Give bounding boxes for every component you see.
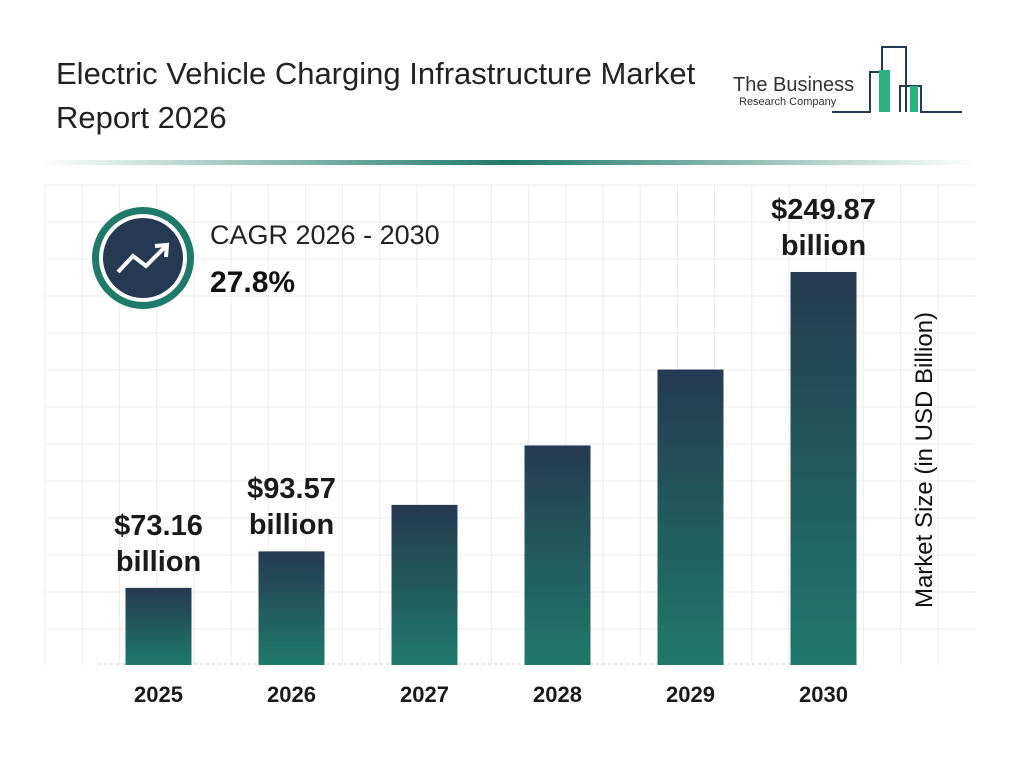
x-tick-label: 2025 bbox=[134, 682, 183, 707]
bar bbox=[790, 271, 857, 665]
y-axis-label: Market Size (in USD Billion) bbox=[911, 311, 938, 609]
bar bbox=[524, 445, 591, 665]
bar bbox=[391, 504, 458, 665]
cagr-value: 27.8% bbox=[210, 266, 296, 299]
x-tick-label: 2030 bbox=[799, 682, 848, 707]
logo-text: The Business bbox=[733, 74, 855, 96]
bar bbox=[258, 551, 325, 665]
x-tick-label: 2026 bbox=[267, 682, 316, 707]
x-tick-label: 2027 bbox=[400, 682, 449, 707]
bar bbox=[125, 587, 192, 665]
cagr-label: CAGR 2026 - 2030 bbox=[210, 220, 440, 250]
data-label: $93.57 billion bbox=[247, 473, 336, 542]
logo-icon bbox=[832, 46, 962, 113]
data-label: $73.16 billion bbox=[114, 509, 203, 578]
bar bbox=[657, 369, 724, 665]
data-label: $249.87 billion bbox=[771, 193, 876, 262]
cagr-icon bbox=[92, 207, 194, 309]
x-tick-label: 2029 bbox=[666, 682, 715, 707]
logo-subtext: Research Company bbox=[739, 96, 837, 108]
x-tick-label: 2028 bbox=[533, 682, 582, 707]
header-rule bbox=[40, 160, 975, 165]
chart-title: Electric Vehicle Charging Infrastructure… bbox=[56, 56, 696, 135]
